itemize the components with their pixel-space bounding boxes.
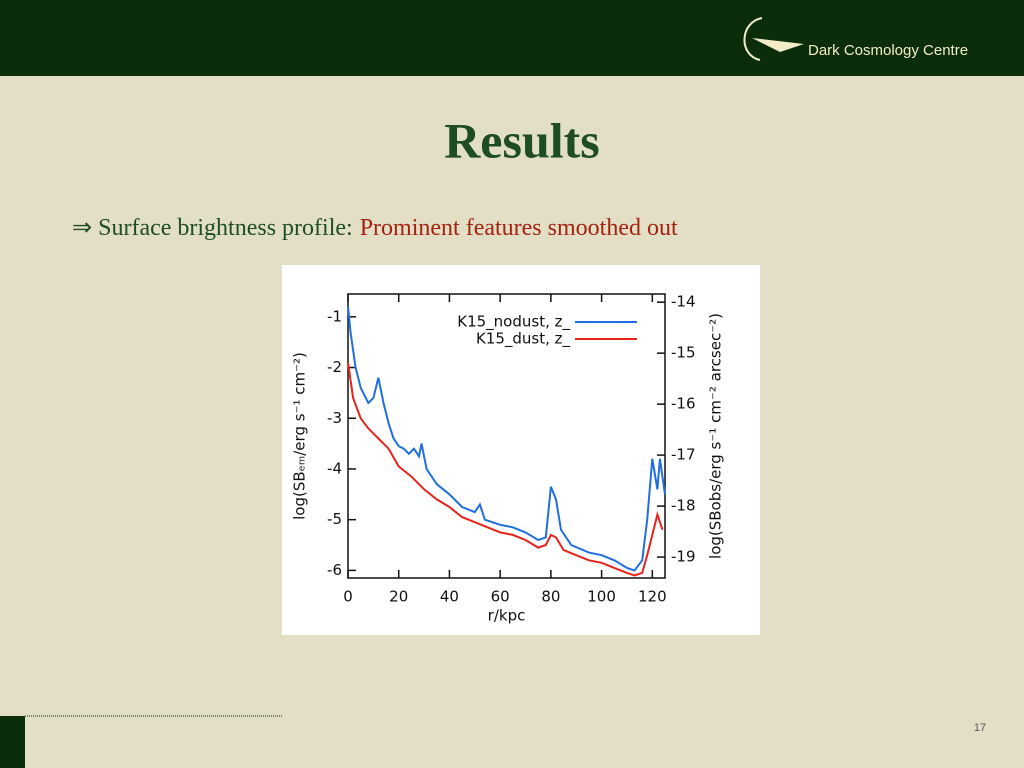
y2-tick-label: -18 xyxy=(671,497,696,515)
plot-frame xyxy=(347,293,666,579)
y2-tick-label: -16 xyxy=(671,395,696,413)
chart: 0 20 40 60 80 100 120 -6 -5 -4 -3 -2 -1 -19 -18 -17 -16 -… xyxy=(291,293,725,625)
y2-tick-label: -19 xyxy=(671,548,696,566)
y-tick-label: -5 xyxy=(327,510,342,528)
bullet-highlight: Prominent features smoothed out xyxy=(360,215,678,241)
legend-label: K15_dust, z_ xyxy=(476,330,571,349)
y-tick-label: -1 xyxy=(327,307,342,325)
logo-text: Dark Cosmology Centre xyxy=(808,42,968,59)
header-band xyxy=(0,0,1024,76)
x-tick-label: 20 xyxy=(389,588,408,606)
legend-label: K15_nodust, z_ xyxy=(457,313,570,332)
y-axis-label: log(SBₑₘ/erg s⁻¹ cm⁻²) xyxy=(291,352,309,520)
y-tick-label: -4 xyxy=(327,459,342,477)
y2-tick-label: -17 xyxy=(671,446,696,464)
bullet: ⇒ Surface brightness profile: Prominent f… xyxy=(72,215,678,241)
footer-block xyxy=(0,716,25,768)
y-tick-label: -6 xyxy=(327,561,342,579)
y2-axis-label: log(SBobs/erg s⁻¹ cm⁻² arcsec⁻²) xyxy=(707,313,725,559)
y-tick-label: -2 xyxy=(327,358,342,376)
x-tick-label: 80 xyxy=(541,588,560,606)
bullet-lead: ⇒ Surface brightness profile: xyxy=(72,215,353,241)
y-tick-label: -3 xyxy=(327,409,342,427)
logo-comet xyxy=(752,38,804,52)
series-line xyxy=(347,362,664,577)
chart-background xyxy=(282,265,760,635)
x-tick-label: 120 xyxy=(638,588,667,606)
series-line xyxy=(347,306,666,572)
slide-title: Results xyxy=(444,112,600,168)
x-tick-label: 0 xyxy=(343,588,353,606)
logo-arc xyxy=(743,17,763,61)
x-tick-label: 60 xyxy=(491,588,510,606)
x-tick-label: 100 xyxy=(587,588,616,606)
y2-tick-label: -15 xyxy=(671,344,696,362)
x-tick-label: 40 xyxy=(440,588,459,606)
x-axis-label: r/kpc xyxy=(488,607,526,625)
page-number: 17 xyxy=(974,722,986,734)
y2-tick-label: -14 xyxy=(671,293,696,311)
